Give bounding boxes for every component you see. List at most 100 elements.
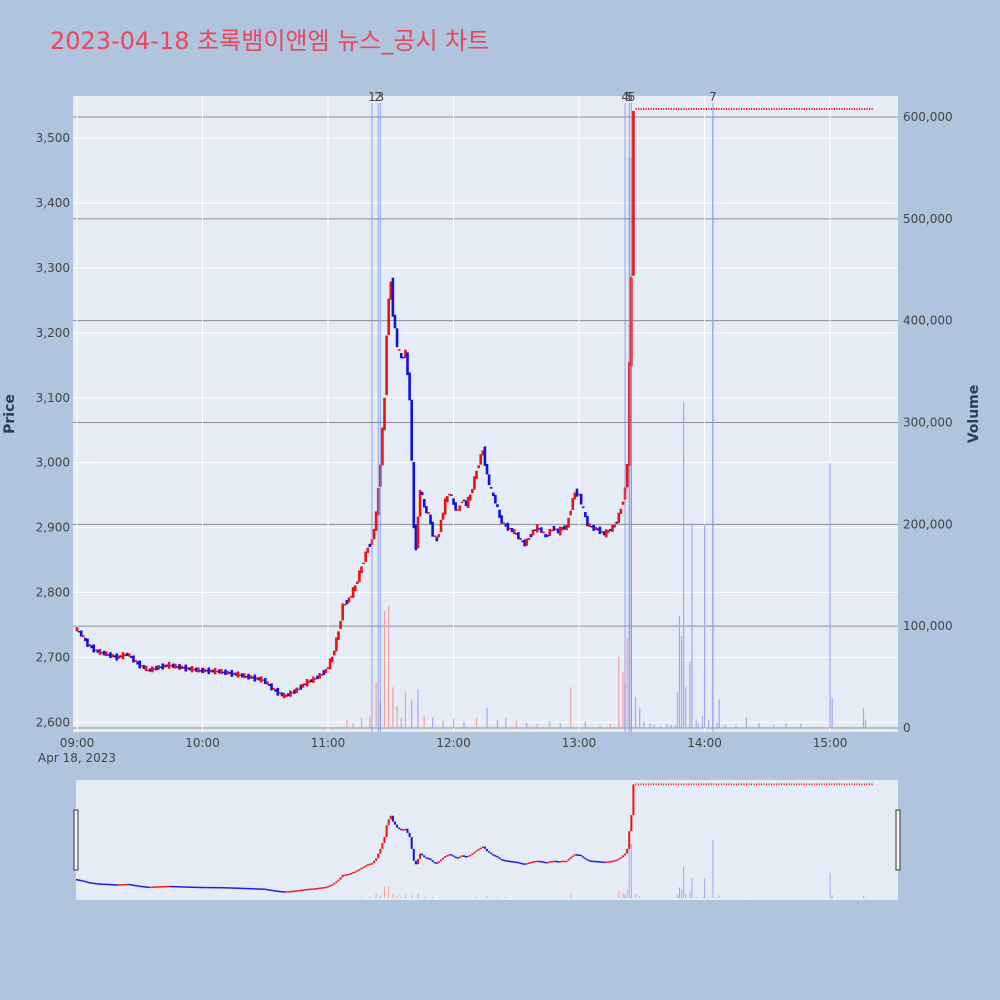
slider-candle (628, 831, 631, 849)
slider-candle (209, 886, 212, 889)
slider-upper-limit-dot (648, 783, 650, 786)
slider-candle (364, 865, 367, 867)
upper-limit-dot (828, 107, 831, 110)
slider-candle (241, 887, 244, 890)
upper-limit-dot (733, 107, 735, 110)
slider-candle (237, 887, 240, 889)
candle (224, 669, 227, 676)
volume-bar (831, 697, 833, 728)
plot-area[interactable] (73, 96, 898, 732)
volume-bar (758, 722, 760, 728)
slider-volume-bar (701, 896, 703, 898)
candle (425, 506, 428, 514)
slider-volume-bar (691, 878, 693, 898)
upper-limit-dot (761, 107, 763, 110)
candle (502, 522, 506, 524)
slider-candle (548, 861, 551, 863)
slider-candle (433, 861, 436, 864)
slider-candle (542, 861, 545, 863)
candle (563, 525, 566, 530)
candle (155, 665, 158, 671)
volume-bar (584, 721, 586, 728)
candle (113, 655, 116, 658)
candle (255, 677, 259, 680)
candle (236, 671, 240, 678)
slider-candle (540, 861, 543, 863)
slider-volume-bar (745, 897, 747, 898)
slider-candle (360, 867, 363, 870)
slider-candle (621, 855, 624, 858)
candle (420, 491, 424, 496)
upper-limit-dot (836, 107, 838, 110)
candle (182, 666, 185, 669)
candle (535, 524, 539, 533)
slider-upper-limit-dot (766, 783, 768, 786)
upper-limit-dot (758, 107, 760, 110)
range-slider-handle-right[interactable] (895, 809, 901, 871)
slider-volume-bar (643, 897, 645, 898)
slider-upper-limit-dot (806, 783, 808, 786)
slider-candle (373, 860, 376, 864)
slider-candle (301, 889, 304, 891)
candle (468, 494, 472, 501)
candle (397, 349, 401, 351)
slider-candle (180, 886, 183, 888)
candle (462, 499, 466, 502)
slider-candle (339, 877, 342, 880)
volume-bar (670, 724, 672, 728)
slider-candle (603, 861, 606, 864)
slider-candle (218, 886, 221, 889)
slider-candle (99, 883, 102, 885)
slider-candle (498, 857, 501, 859)
candle (322, 670, 326, 676)
upper-limit-dot (738, 107, 740, 110)
slider-candle (140, 885, 143, 888)
slider-volume-bar (831, 895, 833, 898)
candle (159, 666, 162, 668)
candle (86, 638, 89, 647)
range-slider[interactable] (76, 780, 898, 900)
volume-bar (599, 724, 601, 728)
slider-candle (312, 888, 315, 890)
upper-limit-dot (778, 107, 780, 110)
slider-candle (596, 860, 599, 863)
slider-volume-bar (360, 897, 362, 898)
upper-limit-dot (713, 107, 715, 110)
candle (548, 528, 552, 537)
slider-candle (442, 857, 445, 860)
upper-limit-dot (700, 107, 702, 110)
slider-candle (78, 879, 81, 881)
slider-candle (379, 848, 382, 854)
candle (305, 679, 309, 687)
candle (561, 526, 564, 531)
upper-limit-dot (683, 107, 685, 110)
slider-upper-limit-dot (771, 783, 773, 786)
candle (117, 655, 121, 659)
candle (402, 356, 405, 359)
candle (477, 465, 480, 469)
slider-volume-bar (829, 872, 831, 898)
volume-bar (383, 610, 386, 728)
slider-volume-bar (432, 897, 434, 898)
volume-bar (475, 717, 478, 728)
slider-candle (444, 855, 447, 858)
price-tick-label: 2,900 (36, 521, 70, 535)
slider-upper-limit-dot (808, 783, 810, 786)
time-tick-label: 12:00 (436, 736, 471, 750)
candle (330, 656, 334, 663)
volume-bar (369, 715, 371, 728)
slider-volume-bar (463, 897, 465, 898)
candle (303, 683, 307, 686)
candle (259, 676, 263, 683)
upper-limit-dot (858, 107, 861, 110)
range-slider-handle-left[interactable] (73, 809, 79, 871)
slider-candle (201, 886, 204, 889)
slider-candle (230, 887, 233, 889)
slider-candle (527, 862, 530, 864)
slider-candle (630, 815, 633, 832)
upper-limit-dot (826, 107, 828, 110)
candle (542, 531, 545, 534)
slider-candle (529, 861, 532, 864)
candle (75, 627, 79, 632)
slider-candle (341, 874, 344, 878)
